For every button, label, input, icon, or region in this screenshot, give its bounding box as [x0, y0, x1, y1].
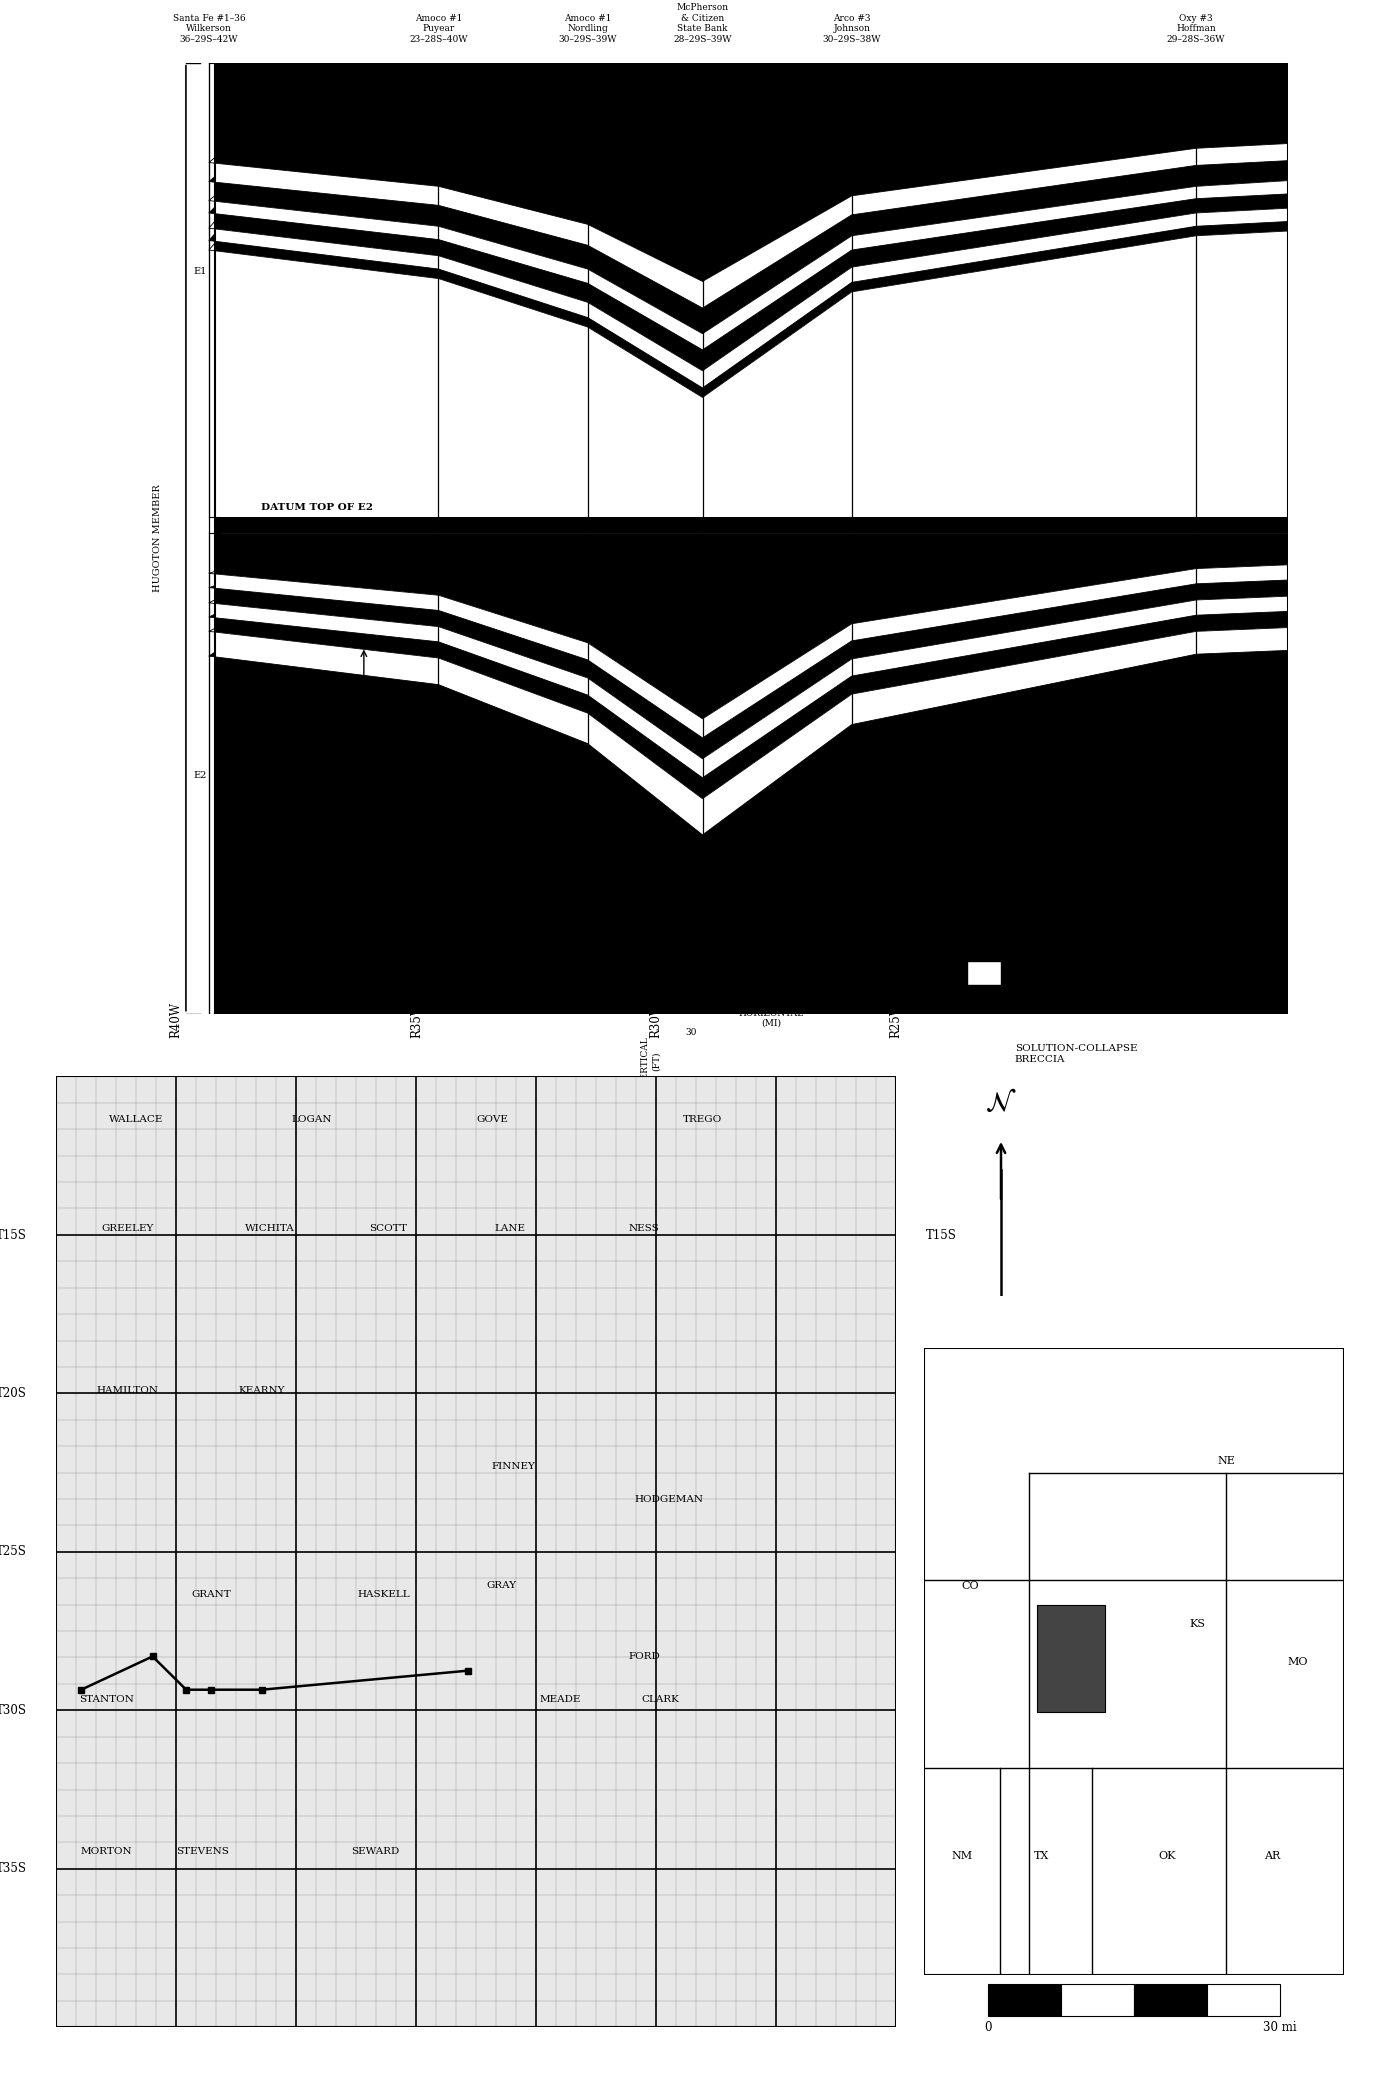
Text: T35S: T35S [0, 1862, 27, 1875]
Text: HAMILTON: HAMILTON [97, 1386, 158, 1394]
Polygon shape [209, 581, 1288, 759]
Text: Amoco #1
Puyear
23–28S–40W: Amoco #1 Puyear 23–28S–40W [409, 15, 468, 44]
Text: E1: E1 [193, 268, 207, 276]
Polygon shape [209, 516, 1288, 533]
Polygon shape [209, 144, 1288, 307]
Polygon shape [209, 63, 1288, 282]
Text: T20S: T20S [0, 1386, 27, 1400]
Polygon shape [209, 533, 1288, 719]
Text: KEARNY: KEARNY [238, 1386, 286, 1394]
Text: NESS: NESS [629, 1225, 659, 1233]
Text: E2: E2 [193, 771, 207, 780]
Polygon shape [209, 161, 1288, 334]
Text: SOLUTION-COLLAPSE
BRECCIA: SOLUTION-COLLAPSE BRECCIA [1015, 1045, 1137, 1064]
Text: 5: 5 [837, 1085, 843, 1093]
Text: T30S: T30S [0, 1703, 27, 1718]
Text: FORD: FORD [629, 1651, 659, 1662]
Text: MO: MO [1288, 1657, 1308, 1666]
Text: WICHITA: WICHITA [245, 1225, 295, 1233]
Bar [771, 1068, 806, 1081]
Bar [1207, 1986, 1280, 2015]
Text: T15S: T15S [925, 1229, 956, 1241]
Polygon shape [209, 180, 1288, 349]
Text: FINNEY: FINNEY [491, 1461, 536, 1471]
Text: HUGOTON MEMBER: HUGOTON MEMBER [153, 485, 162, 591]
Text: GRANT: GRANT [192, 1590, 231, 1599]
Text: OK: OK [1159, 1852, 1176, 1860]
Text: TOP OF
SALEM: TOP OF SALEM [344, 742, 384, 761]
Text: R25W: R25W [889, 1003, 903, 1039]
Bar [1061, 1986, 1134, 2015]
Text: TX: TX [1035, 1852, 1049, 1860]
Bar [1037, 1605, 1105, 1712]
Text: NE: NE [1218, 1457, 1235, 1465]
Text: NM: NM [951, 1852, 973, 1860]
Text: CO: CO [962, 1582, 979, 1590]
Bar [1134, 1986, 1207, 2015]
Text: 0: 0 [686, 1085, 692, 1095]
Text: R40W: R40W [169, 1003, 182, 1039]
Bar [736, 1068, 771, 1081]
Text: Arco #3
Johnson
30–29S–38W: Arco #3 Johnson 30–29S–38W [823, 15, 881, 44]
Polygon shape [209, 627, 1288, 834]
Polygon shape [209, 209, 1288, 389]
Text: TREGO: TREGO [683, 1114, 722, 1124]
Text: Santa Fe #1–36
Wilkerson
36–29S–42W: Santa Fe #1–36 Wilkerson 36–29S–42W [172, 15, 245, 44]
Text: $\mathcal{N}$: $\mathcal{N}$ [986, 1091, 1016, 1116]
Bar [988, 1986, 1061, 2015]
Bar [966, 1043, 1001, 1066]
Text: 0: 0 [700, 1085, 706, 1093]
Text: AR: AR [1264, 1852, 1281, 1860]
Text: STANTON: STANTON [78, 1695, 134, 1703]
Text: T35S: T35S [925, 1862, 956, 1875]
Text: SCOTT: SCOTT [368, 1225, 407, 1233]
Polygon shape [209, 596, 1288, 777]
Text: CLARK: CLARK [641, 1695, 680, 1703]
Text: WALLACE: WALLACE [109, 1114, 162, 1124]
Text: STEVENS: STEVENS [176, 1848, 230, 1856]
Polygon shape [209, 194, 1288, 370]
Text: LOGAN: LOGAN [293, 1114, 332, 1124]
Text: GOVE: GOVE [477, 1114, 508, 1124]
Text: MEADE: MEADE [539, 1695, 581, 1703]
Text: Amoco #1
McPherson
& Citizen
State Bank
28–29S–39W: Amoco #1 McPherson & Citizen State Bank … [673, 0, 732, 44]
Text: VERTICAL
(FT): VERTICAL (FT) [641, 1037, 661, 1085]
Text: GRAY: GRAY [486, 1580, 517, 1590]
Text: T25S: T25S [0, 1545, 27, 1559]
Text: Amoco #1
Nordling
30–29S–39W: Amoco #1 Nordling 30–29S–39W [559, 15, 617, 44]
Text: GREELEY: GREELEY [101, 1225, 154, 1233]
Text: DATUM TOP OF E2: DATUM TOP OF E2 [260, 504, 372, 512]
Text: T30S: T30S [925, 1703, 956, 1718]
Bar [806, 1068, 840, 1081]
Text: MORTON: MORTON [81, 1848, 132, 1856]
Text: HASKELL: HASKELL [357, 1590, 410, 1599]
Text: R35W: R35W [410, 1003, 423, 1039]
Text: T20S: T20S [925, 1386, 956, 1400]
Text: LANE: LANE [494, 1225, 525, 1233]
Text: 30 mi: 30 mi [1263, 2021, 1296, 2034]
Bar [966, 961, 1001, 984]
Text: CARBONATE: CARBONATE [1015, 1007, 1085, 1016]
Text: 0: 0 [984, 2021, 993, 2034]
Polygon shape [209, 63, 1288, 282]
Text: R30W: R30W [650, 1003, 662, 1039]
Polygon shape [209, 612, 1288, 798]
Text: 30: 30 [686, 1028, 697, 1037]
Polygon shape [209, 650, 1288, 1014]
Polygon shape [209, 232, 1288, 516]
Text: T15S: T15S [0, 1229, 27, 1241]
Text: SEWARD: SEWARD [351, 1848, 399, 1856]
Polygon shape [209, 222, 1288, 397]
Text: T25S: T25S [925, 1545, 956, 1559]
Polygon shape [209, 564, 1288, 738]
Bar [966, 999, 1001, 1024]
Text: HORIZONTAL
(MI): HORIZONTAL (MI) [739, 1009, 804, 1028]
Text: KS: KS [1189, 1620, 1205, 1628]
Text: ANHYDRITE: ANHYDRITE [1015, 970, 1082, 978]
Text: Oxy #3
Hoffman
29–28S–36W: Oxy #3 Hoffman 29–28S–36W [1168, 15, 1225, 44]
Text: HODGEMAN: HODGEMAN [634, 1494, 704, 1505]
Bar [703, 1068, 736, 1081]
